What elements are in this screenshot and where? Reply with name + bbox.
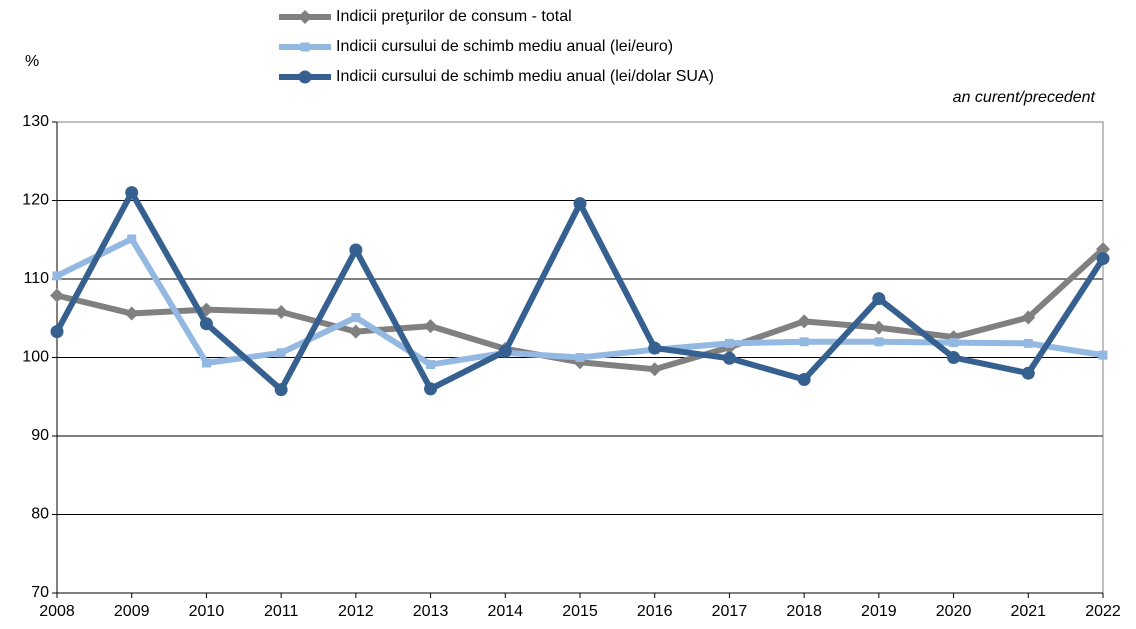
x-tick-label: 2016 <box>637 603 673 620</box>
data-point <box>874 337 884 347</box>
x-tick-label: 2020 <box>936 603 972 620</box>
y-tick-label: 110 <box>23 270 49 287</box>
data-point <box>423 319 438 334</box>
x-tick-label: 2013 <box>413 603 449 620</box>
y-tick-label: 70 <box>31 584 49 601</box>
data-point <box>201 358 211 368</box>
x-tick-label: 2010 <box>189 603 225 620</box>
data-point <box>124 306 139 321</box>
x-tick-label: 2021 <box>1010 603 1046 620</box>
y-tick-label: 90 <box>31 427 49 444</box>
data-point <box>52 271 62 281</box>
data-point <box>872 292 886 306</box>
data-point <box>724 338 734 348</box>
annotation: an curent/precedent <box>953 89 1096 106</box>
x-tick-label: 2011 <box>264 603 299 620</box>
y-axis-label: % <box>25 53 39 70</box>
data-point <box>947 351 961 364</box>
x-tick-label: 2015 <box>562 603 598 620</box>
data-point <box>426 360 436 370</box>
data-point <box>871 320 886 335</box>
y-tick-label: 80 <box>31 506 49 523</box>
x-tick-label: 2012 <box>338 603 374 620</box>
x-tick-label: 2017 <box>712 603 748 620</box>
legend-label: Indicii preţurilor de consum - total <box>336 8 572 25</box>
series-line <box>55 235 1104 368</box>
data-point <box>50 288 64 303</box>
data-point <box>348 324 363 339</box>
data-point <box>1096 242 1110 257</box>
data-point <box>1023 338 1033 348</box>
data-point <box>1021 366 1035 380</box>
x-tick-label: 2018 <box>786 603 822 620</box>
data-point <box>274 304 289 319</box>
legend-marker <box>300 42 310 52</box>
y-tick-label: 130 <box>22 113 49 130</box>
x-tick-label: 2019 <box>861 603 897 620</box>
data-point <box>127 234 137 244</box>
data-point <box>276 348 286 358</box>
data-point <box>125 186 139 200</box>
data-point <box>1098 350 1108 360</box>
data-point <box>647 362 662 377</box>
x-tick-label: 2008 <box>39 603 75 620</box>
legend-marker <box>298 10 312 24</box>
data-point <box>349 243 363 257</box>
data-point <box>50 325 64 339</box>
data-point <box>274 383 288 397</box>
data-point <box>1021 310 1036 325</box>
data-point <box>199 317 213 331</box>
x-tick-label: 2014 <box>487 603 523 620</box>
x-tick-label: 2022 <box>1085 603 1121 620</box>
x-tick-label: 2009 <box>114 603 150 620</box>
data-point <box>575 353 585 362</box>
data-point <box>799 337 809 347</box>
data-point <box>722 351 736 365</box>
data-point <box>351 312 361 322</box>
data-point <box>424 382 438 396</box>
data-point <box>797 372 811 386</box>
data-point <box>648 341 662 355</box>
legend-label: Indicii cursului de schimb mediu anual (… <box>336 38 673 55</box>
data-point <box>1096 252 1110 266</box>
data-point <box>797 314 812 329</box>
y-tick-label: 100 <box>22 349 49 366</box>
data-point <box>949 338 959 348</box>
data-point <box>573 197 587 211</box>
data-point <box>498 344 512 358</box>
legend-label: Indicii cursului de schimb mediu anual (… <box>336 68 714 85</box>
y-tick-label: 120 <box>22 192 49 209</box>
legend-marker <box>298 70 312 84</box>
